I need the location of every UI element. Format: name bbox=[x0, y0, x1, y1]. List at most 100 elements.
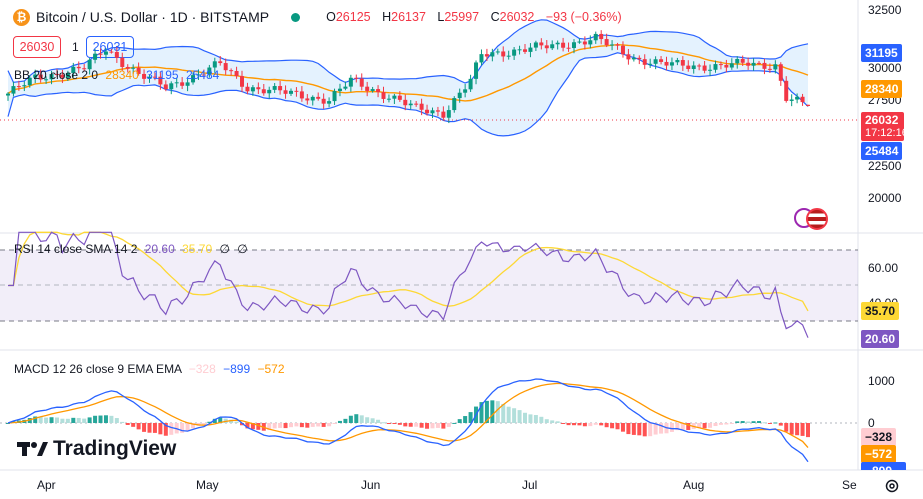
candle-body bbox=[566, 47, 571, 49]
macd-histogram-bar bbox=[523, 412, 528, 423]
candle-body bbox=[479, 54, 484, 63]
candle-body bbox=[38, 74, 43, 80]
macd-histogram-bar bbox=[463, 416, 468, 423]
candle-body bbox=[430, 110, 435, 114]
time-label: Jun bbox=[361, 478, 380, 492]
macd-histogram-bar bbox=[71, 417, 76, 423]
macd-histogram-bar bbox=[212, 418, 217, 423]
candle-body bbox=[283, 90, 288, 94]
candle-body bbox=[539, 42, 544, 46]
sell-button[interactable]: 26030 bbox=[13, 36, 61, 58]
macd-histogram-bar bbox=[528, 414, 533, 423]
bb-legend[interactable]: BB 20 close 2 0 28340 31195 25484 bbox=[14, 68, 220, 82]
candle-body bbox=[588, 40, 593, 45]
macd-histogram-bar bbox=[370, 418, 375, 423]
candle-body bbox=[463, 89, 468, 93]
macd-histogram-bar bbox=[789, 423, 794, 435]
macd-histogram-bar bbox=[446, 423, 451, 427]
macd-histogram-bar bbox=[169, 423, 174, 435]
candle-body bbox=[147, 76, 152, 79]
macd-histogram-bar bbox=[152, 423, 157, 433]
macd-histogram-bar bbox=[659, 423, 664, 434]
macd-histogram-bar bbox=[702, 423, 707, 429]
price-axis[interactable]: 32500 30000 27500 25000 22500 20000 bbox=[868, 3, 902, 205]
buy-button[interactable]: 26031 bbox=[86, 36, 134, 58]
candle-body bbox=[229, 70, 234, 72]
candle-body bbox=[697, 65, 702, 67]
us-flag-economic-event-icon[interactable] bbox=[806, 208, 828, 230]
macd-histogram-bar bbox=[767, 423, 772, 424]
candle-body bbox=[82, 68, 87, 70]
macd-histogram-bar bbox=[76, 417, 81, 423]
candle-body bbox=[218, 61, 223, 64]
candle-body bbox=[256, 87, 261, 90]
macd-histogram-bar bbox=[778, 423, 783, 426]
candle-body bbox=[517, 49, 522, 51]
macd-histogram-bar bbox=[430, 423, 435, 429]
rsi-sma-line bbox=[8, 231, 809, 312]
candle-body bbox=[718, 64, 723, 66]
tradingview-logo[interactable]: TradingView bbox=[17, 437, 176, 461]
candle-body bbox=[680, 60, 685, 66]
macd-histogram-bar bbox=[577, 423, 582, 426]
candle-body bbox=[245, 86, 250, 92]
symbol-title[interactable]: Bitcoin / U.S. Dollar · 1D · BITSTAMP bbox=[36, 9, 270, 25]
candle-body bbox=[54, 74, 59, 76]
macd-histogram-bar bbox=[245, 423, 250, 429]
candle-body bbox=[789, 99, 794, 101]
macd-histogram-bar bbox=[675, 423, 680, 431]
settings-gear-icon[interactable] bbox=[884, 478, 900, 494]
candle-body bbox=[675, 60, 680, 63]
candle-body bbox=[22, 85, 27, 87]
candle-body bbox=[174, 82, 179, 84]
time-label: Aug bbox=[683, 478, 704, 492]
candle-body bbox=[191, 75, 196, 83]
candle-body bbox=[724, 64, 729, 68]
macd-legend[interactable]: MACD 12 26 close 9 EMA EMA −328 −899 −57… bbox=[14, 362, 285, 376]
macd-tick: 0 bbox=[868, 416, 875, 430]
macd-histogram-bar bbox=[272, 423, 277, 429]
candle-body bbox=[653, 59, 658, 64]
time-axis[interactable]: Apr May Jun Jul Aug Se bbox=[37, 478, 857, 492]
macd-histogram-bar bbox=[327, 423, 332, 427]
macd-histogram-bar bbox=[604, 423, 609, 428]
rsi-tick: 60.00 bbox=[868, 261, 898, 275]
candle-body bbox=[33, 74, 38, 78]
candle-body bbox=[577, 41, 582, 43]
candle-body bbox=[446, 110, 451, 118]
macd-histogram-bar bbox=[229, 419, 234, 423]
macd-histogram-bar bbox=[147, 423, 152, 433]
macd-histogram-bar bbox=[718, 423, 723, 425]
candle-body bbox=[599, 33, 604, 40]
macd-histogram-bar bbox=[299, 423, 304, 428]
macd-histogram-bar bbox=[267, 423, 272, 431]
candle-body bbox=[740, 58, 745, 63]
candle-body bbox=[288, 90, 293, 94]
candle-body bbox=[316, 96, 321, 99]
spread-value: 1 bbox=[72, 40, 79, 54]
bollinger-band-fill bbox=[8, 19, 808, 136]
macd-histogram-bar bbox=[800, 423, 805, 436]
high-value: 26137 bbox=[391, 10, 426, 24]
tradingview-logo-text: TradingView bbox=[53, 437, 177, 460]
candle-body bbox=[414, 103, 419, 105]
candle-body bbox=[125, 66, 130, 69]
rsi-legend[interactable]: RSI 14 close SMA 14 2 20.60 35.70 ∅ ∅ bbox=[14, 242, 248, 256]
macd-histogram-bar bbox=[310, 423, 315, 427]
candle-body bbox=[142, 73, 147, 79]
macd-histogram-bar bbox=[544, 419, 549, 423]
candle-body bbox=[169, 83, 174, 90]
macd-histogram-bar bbox=[457, 419, 462, 423]
macd-tick: 1000 bbox=[868, 374, 895, 388]
candle-body bbox=[180, 82, 185, 86]
macd-histogram-bar bbox=[321, 423, 326, 427]
macd-histogram-bar bbox=[381, 422, 386, 424]
countdown-value: 17:12:16 bbox=[865, 127, 908, 139]
macd-histogram-bar bbox=[185, 423, 190, 432]
rsi-line bbox=[8, 231, 809, 338]
candle-body bbox=[708, 69, 713, 71]
candle-body bbox=[550, 44, 555, 49]
candle-body bbox=[778, 64, 783, 81]
macd-histogram-bar bbox=[582, 423, 587, 427]
